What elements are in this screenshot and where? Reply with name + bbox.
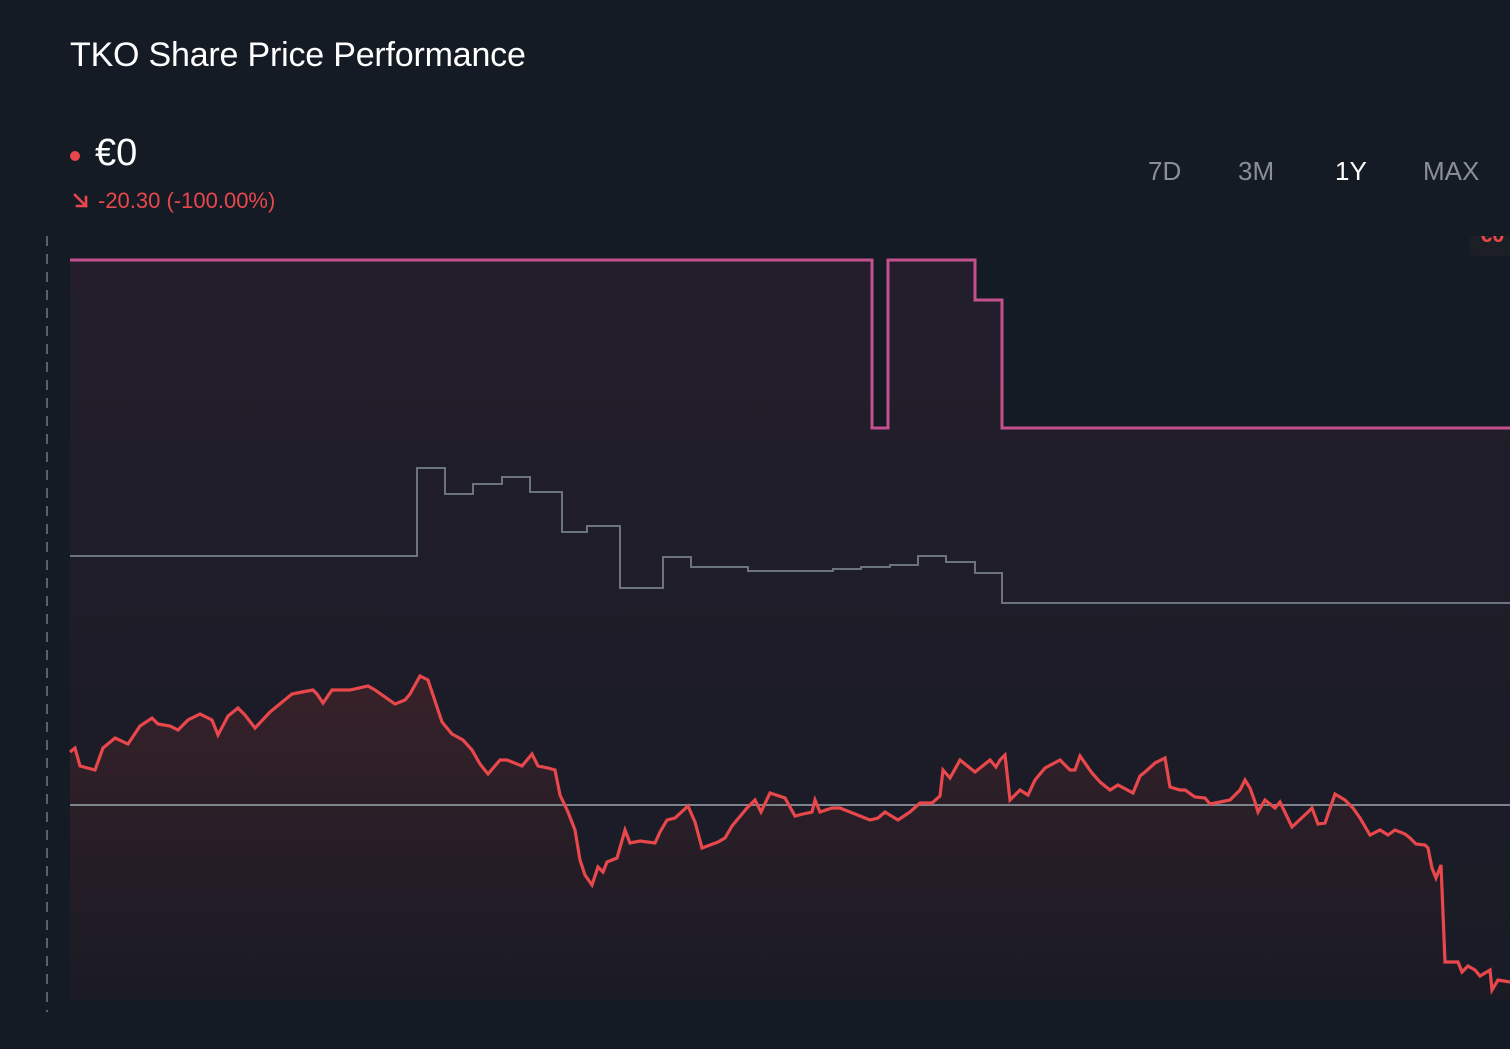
current-value-badge: €0 — [1470, 236, 1510, 256]
price-change-value: -20.30 (-100.00%) — [98, 188, 276, 213]
range-1y[interactable]: 1Y — [1335, 156, 1367, 186]
stock-legend-dot — [70, 150, 80, 161]
badge-label: €0 — [1480, 236, 1504, 248]
time-range-selector: 7D 3M 1Y MAX — [0, 156, 1510, 190]
stock-line — [69, 673, 1510, 995]
range-3m[interactable]: 3M — [1238, 156, 1275, 186]
market-line — [70, 467, 1510, 604]
price-change: -20.30 (-100.00%) — [72, 188, 275, 214]
price-summary: €0 — [70, 132, 137, 175]
industry-line — [70, 258, 1510, 430]
arrow-down-right-icon — [73, 193, 88, 208]
stock-area — [70, 676, 1510, 1000]
page-title: TKO Share Price Performance — [70, 36, 526, 74]
current-price: €0 — [95, 132, 138, 174]
range-7d[interactable]: 7D — [1148, 156, 1182, 186]
range-max[interactable]: MAX — [1423, 156, 1480, 186]
